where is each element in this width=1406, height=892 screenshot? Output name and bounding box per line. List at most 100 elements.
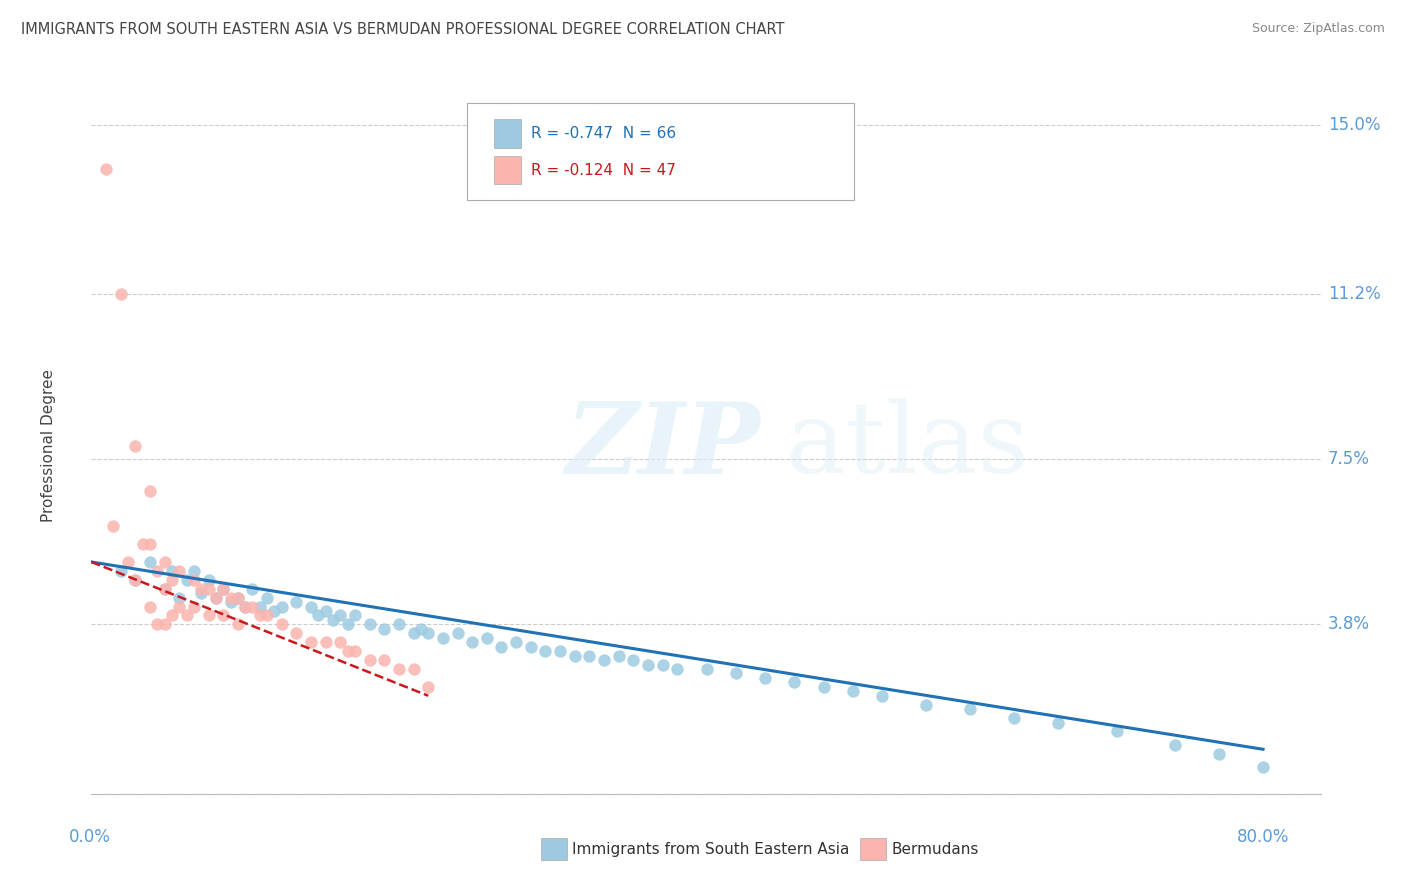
Text: ZIP: ZIP — [565, 398, 761, 494]
Point — [578, 648, 600, 663]
Point — [233, 599, 256, 614]
Point — [169, 564, 191, 578]
Point — [176, 608, 198, 623]
Point — [1046, 715, 1069, 730]
Text: 3.8%: 3.8% — [1327, 615, 1369, 633]
Point — [519, 640, 541, 654]
Text: Immigrants from South Eastern Asia: Immigrants from South Eastern Asia — [572, 842, 849, 856]
Point — [110, 287, 132, 301]
Point — [475, 631, 498, 645]
Point — [153, 582, 176, 596]
Point — [607, 648, 630, 663]
Point — [491, 640, 513, 654]
Point — [724, 666, 747, 681]
Point — [124, 439, 146, 453]
Point — [593, 653, 616, 667]
Point — [651, 657, 673, 672]
Point — [169, 591, 191, 605]
Point — [315, 604, 337, 618]
Text: Professional Degree: Professional Degree — [41, 369, 56, 523]
Point — [402, 626, 425, 640]
Point — [336, 617, 359, 632]
Point — [359, 617, 381, 632]
Text: 15.0%: 15.0% — [1327, 116, 1381, 134]
Point — [242, 599, 264, 614]
Point — [621, 653, 644, 667]
Point — [176, 573, 198, 587]
Point — [783, 675, 806, 690]
Point — [505, 635, 527, 649]
Text: IMMIGRANTS FROM SOUTH EASTERN ASIA VS BERMUDAN PROFESSIONAL DEGREE CORRELATION C: IMMIGRANTS FROM SOUTH EASTERN ASIA VS BE… — [21, 22, 785, 37]
Point — [212, 582, 235, 596]
Point — [160, 608, 183, 623]
Text: atlas: atlas — [786, 398, 1029, 494]
Point — [183, 599, 205, 614]
Text: Bermudans: Bermudans — [891, 842, 979, 856]
Point — [373, 653, 395, 667]
Text: 11.2%: 11.2% — [1327, 285, 1381, 303]
Point — [183, 564, 205, 578]
Point — [1002, 711, 1025, 725]
Point — [1208, 747, 1230, 761]
Point — [263, 604, 285, 618]
Point — [205, 591, 228, 605]
Point — [299, 635, 322, 649]
Point — [256, 591, 278, 605]
Point — [870, 689, 894, 703]
Point — [249, 599, 271, 614]
Point — [139, 599, 162, 614]
Point — [226, 591, 249, 605]
Point — [343, 608, 366, 623]
Point — [285, 626, 308, 640]
Point — [94, 162, 117, 177]
Point — [322, 613, 344, 627]
Point — [146, 564, 169, 578]
Text: 0.0%: 0.0% — [69, 828, 111, 846]
Point — [153, 582, 176, 596]
Text: 7.5%: 7.5% — [1327, 450, 1369, 468]
Point — [959, 702, 981, 716]
Point — [131, 537, 153, 551]
Point — [446, 626, 468, 640]
Point — [418, 680, 440, 694]
Point — [233, 599, 256, 614]
Point — [409, 622, 432, 636]
Point — [242, 582, 264, 596]
Point — [124, 573, 146, 587]
Point — [666, 662, 689, 676]
Text: Source: ZipAtlas.com: Source: ZipAtlas.com — [1251, 22, 1385, 36]
FancyBboxPatch shape — [494, 156, 520, 185]
Text: 80.0%: 80.0% — [1236, 828, 1289, 846]
Point — [695, 662, 717, 676]
FancyBboxPatch shape — [467, 103, 853, 200]
Point — [270, 599, 292, 614]
Point — [226, 617, 249, 632]
Point — [534, 644, 557, 658]
Point — [249, 608, 271, 623]
Point — [160, 573, 183, 587]
Text: R = -0.124  N = 47: R = -0.124 N = 47 — [530, 162, 675, 178]
Point — [315, 635, 337, 649]
Point — [270, 617, 292, 632]
Point — [197, 573, 219, 587]
Point — [548, 644, 571, 658]
Point — [754, 671, 776, 685]
Point — [329, 635, 352, 649]
Point — [226, 591, 249, 605]
Point — [219, 595, 242, 609]
Point — [110, 564, 132, 578]
Point — [1105, 724, 1128, 739]
Point — [915, 698, 938, 712]
Point — [197, 608, 219, 623]
Point — [461, 635, 484, 649]
FancyBboxPatch shape — [494, 119, 520, 147]
Point — [336, 644, 359, 658]
Point — [388, 617, 411, 632]
Point — [637, 657, 659, 672]
Point — [813, 680, 835, 694]
Point — [190, 586, 212, 600]
Point — [1251, 760, 1274, 774]
Point — [402, 662, 425, 676]
Point — [146, 617, 169, 632]
Point — [388, 662, 411, 676]
